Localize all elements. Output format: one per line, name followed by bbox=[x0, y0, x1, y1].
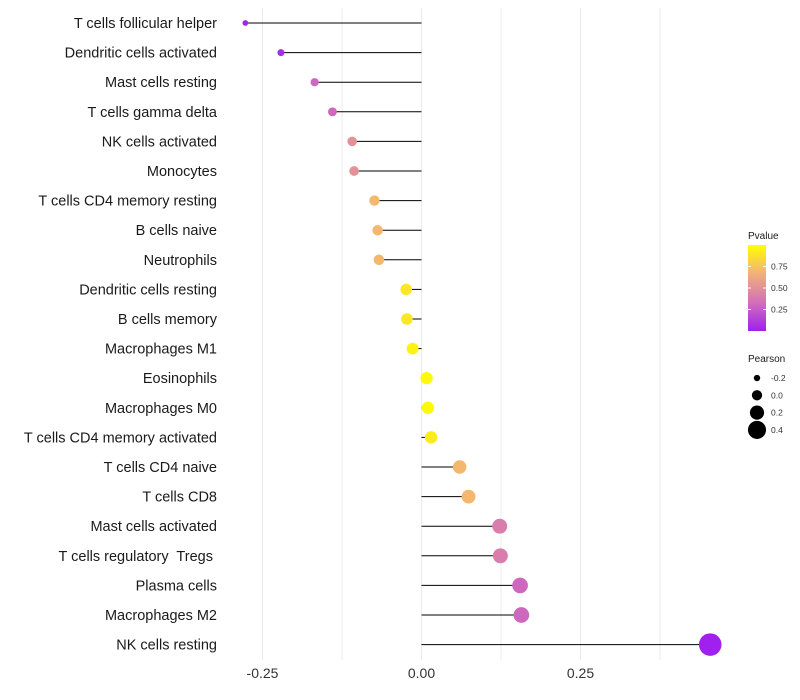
pearson-legend-title: Pearson bbox=[748, 354, 785, 365]
lollipop-stems bbox=[245, 22, 711, 646]
category-label: Mast cells activated bbox=[90, 519, 217, 535]
lollipop-point bbox=[401, 313, 413, 325]
category-label: NK cells resting bbox=[116, 638, 217, 654]
x-tick-label: -0.25 bbox=[247, 665, 279, 681]
pearson-legend-label: 0.4 bbox=[771, 425, 783, 435]
lollipop-point bbox=[277, 49, 285, 57]
category-label: T cells CD8 bbox=[142, 490, 217, 506]
pearson-legend-label: 0.0 bbox=[771, 390, 783, 400]
category-label: Eosinophils bbox=[143, 371, 217, 387]
lollipop-point bbox=[369, 195, 380, 206]
lollipop-point bbox=[310, 78, 319, 87]
lollipop-point bbox=[347, 136, 357, 147]
category-label: Neutrophils bbox=[144, 253, 217, 269]
category-labels: T cells follicular helper Dendritic cells… bbox=[24, 16, 218, 654]
category-label: T cells CD4 memory activated bbox=[24, 430, 217, 446]
pvalue-colorbar bbox=[748, 245, 766, 331]
lollipop-point bbox=[461, 489, 476, 504]
category-label: Mast cells resting bbox=[105, 75, 217, 91]
lollipop-point bbox=[424, 431, 438, 444]
pvalue-legend-label: 0.50 bbox=[771, 283, 788, 293]
x-axis-ticks: -0.25 0.00 0.25 bbox=[247, 665, 595, 681]
lollipop-point bbox=[492, 518, 508, 534]
lollipop-point bbox=[242, 20, 249, 26]
lollipop-point bbox=[328, 107, 337, 117]
pvalue-legend: Pvalue 0.25 0.50 0.75 bbox=[748, 231, 788, 331]
lollipop-point bbox=[492, 548, 508, 564]
category-label: B cells memory bbox=[118, 312, 218, 328]
pearson-legend-key bbox=[751, 390, 763, 401]
lollipop-point bbox=[349, 166, 359, 176]
category-label: T cells follicular helper bbox=[74, 16, 217, 32]
pearson-legend-key bbox=[753, 374, 761, 382]
category-label: T cells regulatory Tregs bbox=[59, 549, 218, 565]
category-label: Dendritic cells activated bbox=[65, 46, 217, 62]
lollipop-point bbox=[452, 460, 467, 474]
pearson-legend: Pearson -0.2 0.0 0.2 0.4 bbox=[747, 354, 786, 439]
pearson-legend-key bbox=[747, 420, 767, 439]
category-label: Plasma cells bbox=[136, 578, 217, 594]
grid-lines bbox=[262, 8, 661, 660]
lollipop-points bbox=[242, 20, 722, 656]
x-tick-label: 0.25 bbox=[567, 665, 594, 681]
category-label: B cells naive bbox=[136, 223, 217, 239]
lollipop-point bbox=[513, 607, 530, 623]
category-label: T cells CD4 memory resting bbox=[38, 194, 217, 210]
pvalue-legend-label: 0.25 bbox=[771, 305, 788, 315]
category-label: NK cells activated bbox=[102, 134, 217, 150]
pvalue-legend-label: 0.75 bbox=[771, 262, 788, 272]
category-label: Dendritic cells resting bbox=[79, 282, 217, 298]
pearson-legend-label: -0.2 bbox=[771, 373, 786, 383]
pearson-legend-label: 0.2 bbox=[771, 408, 783, 418]
category-label: Macrophages M1 bbox=[105, 342, 217, 358]
pearson-legend-key bbox=[749, 405, 765, 420]
category-label: Macrophages M0 bbox=[105, 401, 217, 417]
category-label: Monocytes bbox=[147, 164, 217, 180]
lollipop-point bbox=[420, 372, 433, 385]
lollipop-point bbox=[406, 342, 419, 355]
lollipop-point bbox=[373, 254, 385, 266]
lollipop-point bbox=[421, 401, 435, 414]
pvalue-legend-ticks: 0.25 0.50 0.75 bbox=[748, 262, 788, 315]
lollipop-point bbox=[400, 283, 413, 296]
lollipop-point bbox=[698, 633, 722, 656]
lollipop-point bbox=[512, 577, 528, 594]
category-label: T cells gamma delta bbox=[88, 105, 218, 121]
x-tick-label: 0.00 bbox=[408, 665, 435, 681]
lollipop-point bbox=[372, 224, 383, 236]
pearson-legend-keys: -0.2 0.0 0.2 0.4 bbox=[747, 373, 786, 439]
pvalue-legend-title: Pvalue bbox=[748, 231, 779, 242]
category-label: Macrophages M2 bbox=[105, 608, 217, 624]
category-label: T cells CD4 naive bbox=[104, 460, 217, 476]
